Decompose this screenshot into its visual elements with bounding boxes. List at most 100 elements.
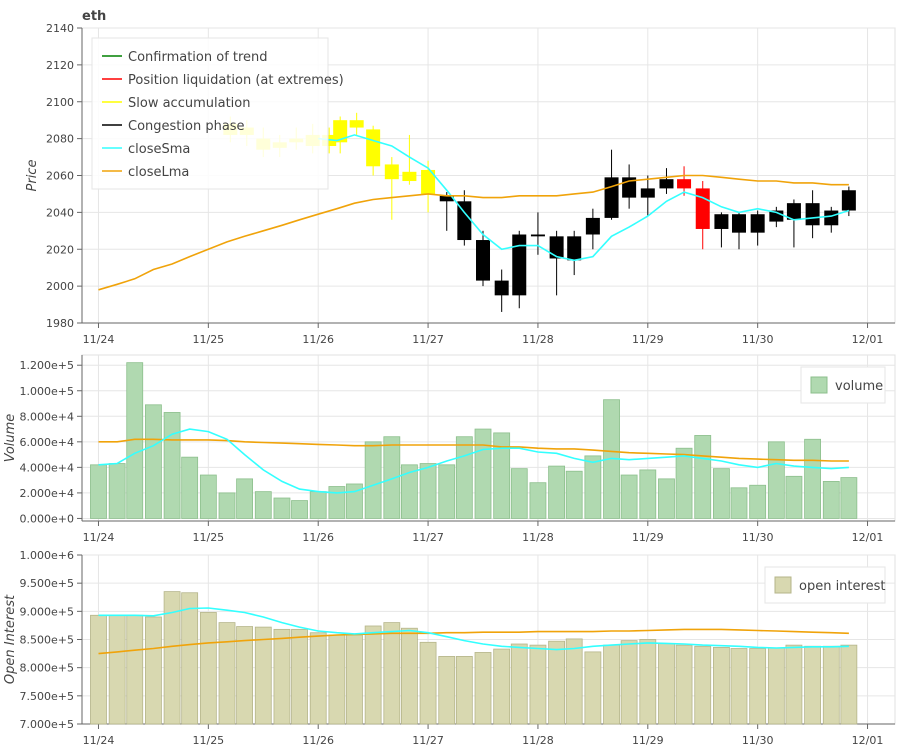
- candle-body: [366, 129, 381, 167]
- candle-body: [585, 217, 600, 235]
- close-lma-line: [98, 174, 849, 291]
- open_interest-bar: [126, 614, 144, 725]
- candle-body: [695, 188, 710, 229]
- x-tick-label: 11/29: [632, 531, 664, 544]
- volume-bar: [767, 441, 785, 519]
- volume-bar: [510, 468, 528, 519]
- volume-bar: [254, 491, 272, 519]
- open_interest-bar: [145, 616, 162, 725]
- volume-sma-line: [98, 428, 849, 494]
- volume-bar: [218, 492, 236, 519]
- x-tick-label: 11/27: [412, 333, 444, 346]
- volume-bar: [548, 465, 566, 519]
- x-tick-label: 11/30: [742, 333, 774, 346]
- y-tick-label: 2060: [46, 170, 74, 183]
- open_interest-bar: [822, 645, 840, 725]
- open_interest-bar: [108, 614, 126, 725]
- open_interest-bar: [603, 644, 620, 725]
- candle-body: [714, 214, 729, 229]
- y-tick-label: 2000: [46, 280, 74, 293]
- legend-item: closeLma: [128, 165, 189, 180]
- x-tick-label: 11/26: [302, 333, 334, 346]
- volume-legend: volume: [800, 366, 886, 404]
- candle-body: [457, 201, 472, 241]
- chart-title: eth: [82, 9, 106, 24]
- open_interest-bar: [694, 645, 712, 725]
- open_interest-bar: [840, 644, 858, 725]
- volume-bar: [822, 481, 840, 519]
- open_interest-bar: [364, 625, 382, 725]
- volume-bar: [181, 456, 199, 519]
- candle-body: [750, 214, 765, 233]
- price-legend: Confirmation of trend Position liquidatio…: [91, 37, 344, 190]
- legend-item: Confirmation of trend: [128, 50, 268, 65]
- open_interest-bar: [455, 656, 473, 725]
- volume-lma-line: [98, 438, 849, 462]
- x-tick-label: 11/25: [192, 333, 224, 346]
- y-tick-label: 1.000e+6: [20, 549, 74, 562]
- x-tick-label: 11/25: [192, 734, 224, 747]
- legend-swatch: [774, 576, 792, 594]
- open_interest-bar: [584, 651, 602, 725]
- candle-body: [349, 120, 364, 128]
- volume-bar: [675, 447, 693, 519]
- legend-item: Congestion phase: [128, 119, 245, 134]
- volume-bar: [90, 464, 107, 519]
- volume-bar: [713, 468, 730, 519]
- x-tick-label: 11/29: [632, 734, 664, 747]
- y-axis-label: Price: [25, 160, 40, 192]
- volume-bar: [584, 455, 602, 519]
- y-tick-label: 8.000e+5: [20, 662, 74, 675]
- open_interest-bar: [565, 638, 583, 725]
- candle-body: [567, 236, 582, 261]
- candle-body: [549, 236, 564, 259]
- open_interest-bar: [749, 648, 767, 725]
- volume-panel: 0.000e+0 2.000e+4 4.000e+4 6.000e+4 8.000e+4…: [3, 354, 896, 544]
- candle-body: [530, 234, 545, 237]
- candle-body: [512, 234, 527, 296]
- legend-item: Position liquidation (at extremes): [128, 73, 344, 88]
- candle-body: [786, 203, 801, 220]
- volume-bar: [273, 497, 291, 519]
- open_interest-bar: [328, 634, 346, 725]
- candle-body: [604, 177, 619, 218]
- volume-bar: [328, 486, 346, 519]
- y-tick-label: 2.000e+4: [20, 487, 74, 500]
- open_interest-bar: [767, 647, 785, 725]
- volume-bar: [639, 469, 657, 519]
- candle-body: [677, 179, 692, 189]
- open_interest-bar: [548, 640, 566, 725]
- legend-item: open interest: [799, 579, 885, 594]
- x-tick-label: 12/01: [852, 333, 884, 346]
- legend-item: Slow accumulation: [128, 96, 250, 111]
- x-tick-label: 11/28: [522, 734, 554, 747]
- y-tick-label: 1980: [46, 317, 74, 330]
- candle-body: [402, 171, 417, 182]
- open_interest-bar: [383, 622, 401, 725]
- volume-bar: [236, 478, 254, 519]
- legend-item: volume: [835, 379, 883, 394]
- x-tick-label: 11/28: [522, 333, 554, 346]
- volume-bar: [529, 482, 547, 519]
- open_interest-bar: [254, 626, 272, 725]
- open_interest-bar: [493, 648, 511, 725]
- volume-bar: [474, 428, 492, 519]
- x-tick-label: 11/27: [412, 531, 444, 544]
- x-tick-label: 11/26: [302, 734, 334, 747]
- y-tick-label: 2100: [46, 96, 74, 109]
- y-axis-label: Open Interest: [3, 594, 18, 684]
- price-panel: 1980 2000 2020 2040 2060 2080 2100 2120 2140 11/2…: [25, 22, 896, 346]
- x-tick-label: 11/30: [742, 734, 774, 747]
- y-tick-label: 2040: [46, 206, 74, 219]
- open_interest-bar: [730, 648, 748, 725]
- x-tick-label: 12/01: [852, 531, 884, 544]
- legend-swatch: [810, 376, 828, 394]
- candle-body: [805, 203, 820, 226]
- open_interest-bar: [510, 643, 528, 725]
- open_interest-bar: [438, 656, 456, 725]
- open_interest-bar: [785, 644, 803, 725]
- volume-bar: [163, 412, 181, 519]
- y-tick-label: 2080: [46, 133, 74, 146]
- y-tick-label: 9.500e+5: [20, 577, 74, 590]
- candle-body: [384, 164, 399, 180]
